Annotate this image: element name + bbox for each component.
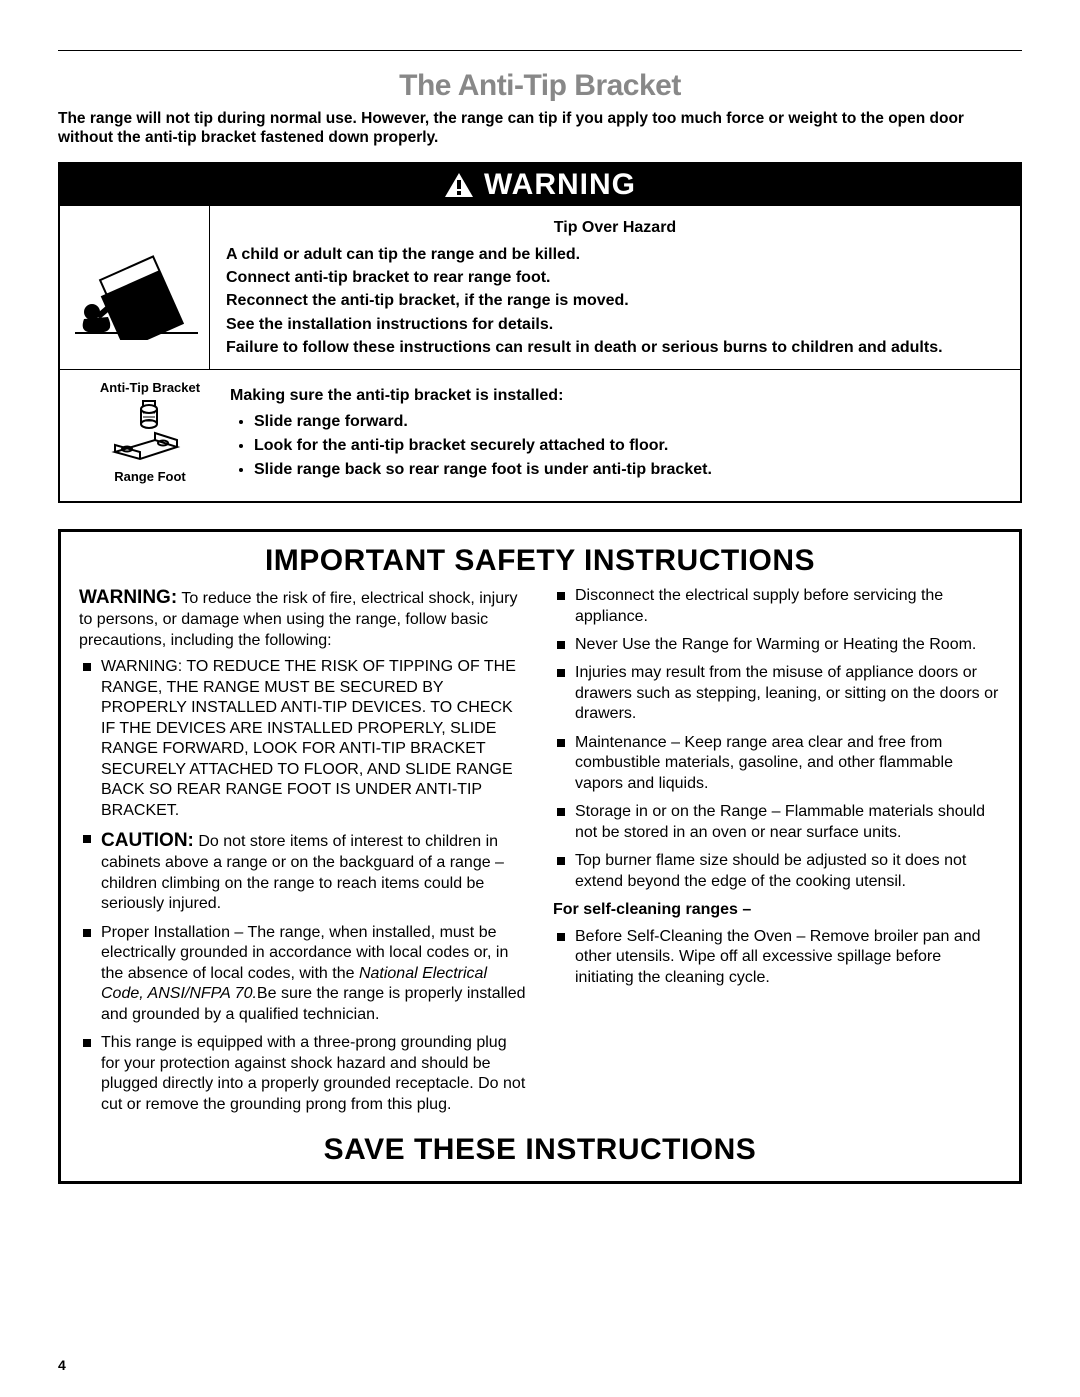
install-step: Slide range forward. xyxy=(254,410,1004,434)
install-heading: Making sure the anti-tip bracket is inst… xyxy=(230,384,1004,408)
safety-item: This range is equipped with a three-pron… xyxy=(79,1033,527,1115)
safety-lead: WARNING: To reduce the risk of fire, ele… xyxy=(79,586,527,651)
install-step: Look for the anti-tip bracket securely a… xyxy=(254,434,1004,458)
warning-inline-label: WARNING: xyxy=(79,587,177,608)
hazard-line: Failure to follow these instructions can… xyxy=(226,336,1004,359)
install-steps: Making sure the anti-tip bracket is inst… xyxy=(230,380,1004,485)
page-number: 4 xyxy=(58,1357,66,1373)
safety-col-right: Disconnect the electrical supply before … xyxy=(553,586,1001,1123)
safety-item: Before Self-Cleaning the Oven – Remove b… xyxy=(553,927,1001,988)
hazard-line: Connect anti-tip bracket to rear range f… xyxy=(226,266,1004,289)
safety-title: IMPORTANT SAFETY INSTRUCTIONS xyxy=(79,544,1001,578)
save-instructions-title: SAVE THESE INSTRUCTIONS xyxy=(79,1133,1001,1167)
hazard-line: Reconnect the anti-tip bracket, if the r… xyxy=(226,289,1004,312)
safety-item: Storage in or on the Range – Flammable m… xyxy=(553,802,1001,843)
warning-box: WARNING Tip Over Hazard A chil xyxy=(58,162,1022,503)
safety-item: Proper Installation – The range, when in… xyxy=(79,923,527,1025)
safety-col-left: WARNING: To reduce the risk of fire, ele… xyxy=(79,586,527,1123)
warning-body-text: Tip Over Hazard A child or adult can tip… xyxy=(210,206,1020,369)
safety-item: CAUTION: Do not store items of interest … xyxy=(79,829,527,915)
hazard-line: See the installation instructions for de… xyxy=(226,313,1004,336)
top-rule xyxy=(58,50,1022,51)
tip-over-illustration xyxy=(60,206,210,369)
safety-item: Disconnect the electrical supply before … xyxy=(553,586,1001,627)
safety-item: Top burner flame size should be adjusted… xyxy=(553,851,1001,892)
anti-tip-title: The Anti-Tip Bracket xyxy=(58,69,1022,103)
caution-inline-label: CAUTION: xyxy=(101,830,194,851)
self-clean-heading: For self-cleaning ranges – xyxy=(553,900,1001,920)
safety-item: Injuries may result from the misuse of a… xyxy=(553,663,1001,724)
warning-row-install: Anti-Tip Bracket Range Foot xyxy=(60,370,1020,501)
warning-inline-label: WARNING: xyxy=(101,658,182,675)
tip-over-hazard-heading: Tip Over Hazard xyxy=(226,216,1004,239)
safety-item-text: TO REDUCE THE RISK OF TIPPING OF THE RAN… xyxy=(101,658,516,818)
bracket-label-top: Anti-Tip Bracket xyxy=(70,380,230,396)
bracket-label-bottom: Range Foot xyxy=(70,469,230,485)
warning-header-text: WARNING xyxy=(484,168,636,202)
warning-row-hazard: Tip Over Hazard A child or adult can tip… xyxy=(60,206,1020,370)
bracket-illustration: Anti-Tip Bracket Range Foot xyxy=(70,380,230,485)
safety-columns: WARNING: To reduce the risk of fire, ele… xyxy=(79,586,1001,1123)
anti-tip-intro: The range will not tip during normal use… xyxy=(58,109,1022,148)
safety-item: WARNING: TO REDUCE THE RISK OF TIPPING O… xyxy=(79,657,527,821)
install-step: Slide range back so rear range foot is u… xyxy=(254,458,1004,482)
hazard-line: A child or adult can tip the range and b… xyxy=(226,243,1004,266)
warning-header: WARNING xyxy=(60,164,1020,206)
safety-instructions-box: IMPORTANT SAFETY INSTRUCTIONS WARNING: T… xyxy=(58,529,1022,1184)
safety-item: Maintenance – Keep range area clear and … xyxy=(553,733,1001,794)
safety-item: Never Use the Range for Warming or Heati… xyxy=(553,635,1001,655)
warning-triangle-icon xyxy=(444,172,474,198)
